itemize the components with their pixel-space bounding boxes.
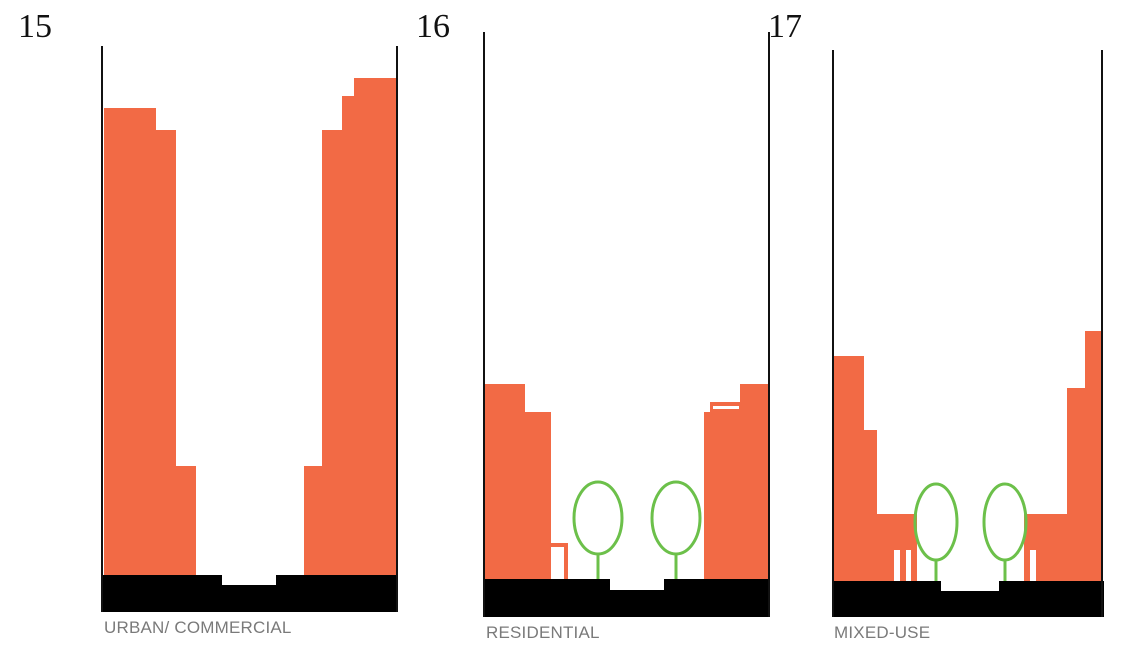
tree-left xyxy=(913,482,959,582)
ground-street xyxy=(483,579,770,617)
building-right xyxy=(304,78,396,580)
building-right xyxy=(1024,331,1101,550)
panel-number-17: 17 xyxy=(768,8,802,45)
panel-number-16: 16 xyxy=(416,8,450,45)
arcade-post-left-2 xyxy=(911,550,917,582)
caption-residential: RESIDENTIAL xyxy=(486,623,600,642)
ground-street xyxy=(832,581,1104,617)
arcade-post-right xyxy=(1024,550,1030,582)
arcade-post-left xyxy=(900,550,906,582)
building-left xyxy=(104,108,196,580)
balcony-detail xyxy=(713,406,739,409)
panel-number-15: 15 xyxy=(18,8,52,45)
tree-left xyxy=(572,480,624,580)
section-urban-commercial xyxy=(101,46,398,612)
ground-street xyxy=(102,575,398,612)
porch-left-post xyxy=(564,543,568,581)
building-left-base xyxy=(834,550,894,582)
section-residential xyxy=(483,32,770,617)
tree-right xyxy=(982,482,1028,582)
caption-urban-commercial: URBAN/ COMMERCIAL xyxy=(104,618,292,637)
porch-left xyxy=(551,543,568,547)
section-mixed-use xyxy=(832,50,1104,617)
caption-mixed-use: MIXED-USE xyxy=(834,623,931,642)
tree-right xyxy=(650,480,702,580)
building-right xyxy=(704,384,768,580)
building-left xyxy=(834,356,917,550)
building-left xyxy=(485,384,551,580)
building-right-base xyxy=(1036,550,1101,582)
